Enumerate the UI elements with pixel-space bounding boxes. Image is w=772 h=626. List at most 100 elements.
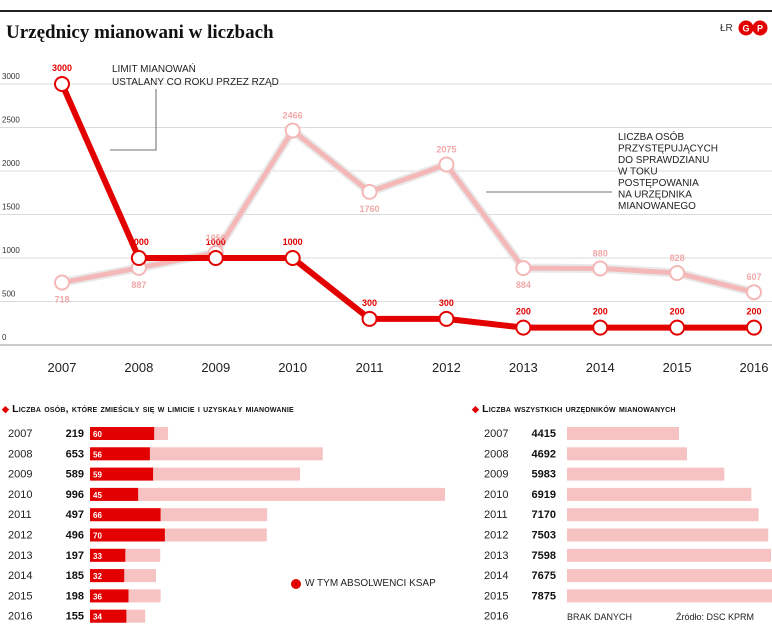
bar1-value-label: 219 [66, 428, 84, 440]
section-title-all-officials: ◆ Liczba wszystkich urzędników mianowanyc… [472, 403, 676, 415]
label-limit: 200 [593, 307, 608, 317]
bar1-ksap-bar [90, 467, 154, 481]
bar1-bar [90, 487, 445, 501]
bar2-bar [567, 427, 679, 440]
point-limit [515, 319, 532, 336]
annotation-limit-line1: LIMIT MIANOWAŃ [112, 62, 196, 75]
bar1-value-label: 155 [66, 611, 84, 623]
x-tick-label: 2011 [356, 360, 384, 375]
bar1-category: 2016 [8, 611, 32, 623]
point-limit [207, 250, 224, 266]
x-tick-label: 2013 [509, 360, 538, 375]
bar1-ksap-bar [90, 427, 155, 440]
label-applicants: 1059 [206, 233, 226, 243]
label-applicants: 884 [516, 280, 531, 290]
series-limit-line [59, 82, 754, 331]
label-applicants: 718 [54, 295, 69, 305]
bar2-category: 2016 [484, 611, 508, 623]
bar1-ksap-bar [90, 589, 129, 603]
bar1-ksap-bar [90, 569, 125, 583]
bar1-value-label: 589 [66, 469, 84, 481]
label-applicants: 887 [131, 280, 146, 290]
bar2-category: 2009 [484, 469, 508, 481]
point-applicants [515, 260, 532, 277]
bar1-value-label: 197 [66, 550, 84, 562]
section-title-appointed: ◆ Liczba osób, które zmieściły się w limi… [2, 403, 294, 415]
label-limit: 1000 [283, 237, 303, 247]
bar2-value-label: 7598 [532, 550, 556, 562]
point-limit [592, 319, 609, 336]
bar1-value-label: 496 [66, 530, 84, 542]
bar1-value-label: 497 [66, 509, 84, 521]
label-limit: 3000 [52, 63, 72, 73]
point-limit [438, 310, 455, 327]
label-limit: 1000 [206, 237, 226, 247]
bar2-bar [567, 487, 752, 501]
source-note: Źródło: DSC KPRM [676, 612, 755, 622]
bar-chart-appointed: 2007 219 60 2008 653 56 2009 589 59 2010 996 45 2011… [8, 427, 445, 623]
bar1-ksap-bar [90, 528, 165, 542]
point-limit [54, 76, 70, 92]
point-applicants [746, 284, 762, 301]
label-applicants: 607 [746, 272, 761, 282]
label-limit: 300 [439, 298, 454, 308]
x-tick-label: 2012 [432, 360, 461, 375]
bar1-category: 2008 [8, 448, 32, 460]
bar1-ksap-bar [90, 447, 150, 461]
point-applicants [592, 260, 609, 277]
y-tick-label: 500 [2, 290, 16, 299]
annotation-applicants-line: MIANOWANEGO [618, 201, 696, 212]
x-tick-label: 2008 [124, 360, 153, 375]
bar2-value-label: 7875 [532, 590, 556, 602]
bar2-category: 2011 [484, 509, 508, 521]
bar1-ksap-bar [90, 548, 126, 562]
label-applicants: 2075 [436, 144, 456, 154]
point-limit [746, 319, 762, 336]
bar2-bar [567, 508, 759, 522]
bar1-ksap-label: 66 [93, 511, 102, 520]
bar2-category: 2013 [484, 550, 508, 562]
annotation-applicants-line: POSTĘPOWANIA [618, 178, 699, 189]
y-tick-label: 1000 [2, 246, 20, 255]
annotation-applicants-line: W TOKU [618, 167, 658, 178]
x-tick-label: 2010 [278, 360, 307, 375]
x-tick-label: 2015 [663, 360, 692, 375]
y-tick-label: 3000 [2, 72, 20, 81]
svg-text:P: P [757, 24, 763, 34]
point-applicants [54, 274, 70, 291]
bar2-category: 2008 [484, 448, 508, 460]
publisher-logo: G P [738, 20, 768, 36]
bar1-category: 2011 [8, 509, 32, 521]
label-limit: 200 [670, 307, 685, 317]
bar2-category: 2014 [484, 570, 508, 582]
legend-label: W TYM ABSOLWENCI KSAP [305, 578, 436, 589]
x-tick-label: 2009 [201, 360, 230, 375]
author-credit: ŁR [720, 23, 733, 34]
bar1-ksap-label: 70 [93, 532, 102, 541]
bar2-bar [567, 447, 688, 461]
bar2-value-label: 4692 [532, 448, 556, 460]
label-applicants: 1760 [360, 204, 380, 214]
legend-dot [291, 578, 301, 589]
top-rule [0, 10, 772, 12]
x-tick-label: 2014 [586, 360, 615, 375]
bar1-category: 2012 [8, 530, 32, 542]
bar2-bar [567, 528, 769, 542]
label-limit: 300 [362, 298, 377, 308]
bar1-value-label: 996 [66, 489, 84, 501]
bar1-value-label: 653 [66, 448, 84, 460]
bar1-category: 2009 [8, 469, 32, 481]
bar1-category: 2010 [8, 489, 32, 501]
bar2-value-label: 4415 [532, 428, 556, 440]
point-limit [130, 250, 147, 266]
x-tick-label: 2016 [740, 360, 769, 375]
bar1-category: 2013 [8, 550, 32, 562]
bar-chart-all-officials: 2007 4415 2008 4692 2009 5983 2010 6919 2011 7170… [484, 427, 772, 623]
bar1-category: 2014 [8, 570, 32, 582]
point-limit [284, 250, 301, 266]
bar2-value-label: 6919 [532, 489, 556, 501]
point-applicants [284, 122, 301, 139]
chart-title: Urzędnicy mianowani w liczbach [6, 22, 274, 43]
bar2-bar [567, 548, 771, 562]
annotation-applicants-line: DO SPRAWDZIANU [618, 155, 709, 166]
